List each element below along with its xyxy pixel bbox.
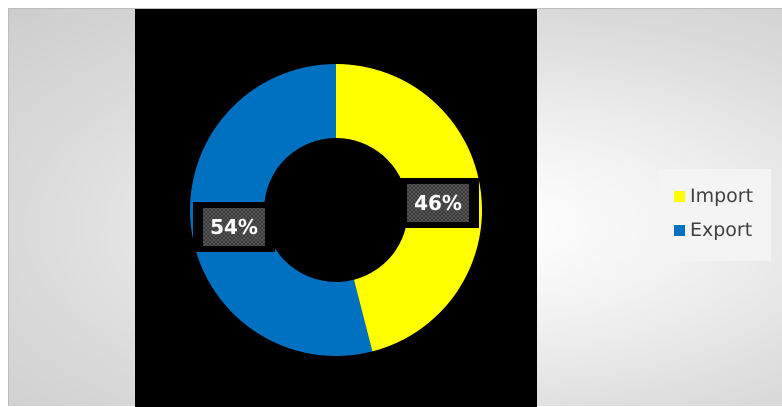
legend-item-export: Export xyxy=(674,213,771,247)
chart-area: 46% 54% Import Export xyxy=(8,8,782,407)
legend-label-import: Import xyxy=(690,185,754,207)
donut-chart: 46% 54% xyxy=(189,64,482,356)
legend-swatch-export xyxy=(674,224,685,236)
legend-label-export: Export xyxy=(690,219,753,241)
legend-item-import: Import xyxy=(674,179,771,213)
plot-area: 46% 54% xyxy=(135,9,537,407)
data-label-export: 54% xyxy=(193,202,275,252)
legend-swatch-import xyxy=(674,190,685,202)
data-label-text-import: 46% xyxy=(414,191,462,215)
slice-export xyxy=(189,64,373,356)
data-label-text-export: 54% xyxy=(210,215,258,239)
legend: Import Export xyxy=(659,169,771,261)
data-label-import: 46% xyxy=(397,178,479,228)
